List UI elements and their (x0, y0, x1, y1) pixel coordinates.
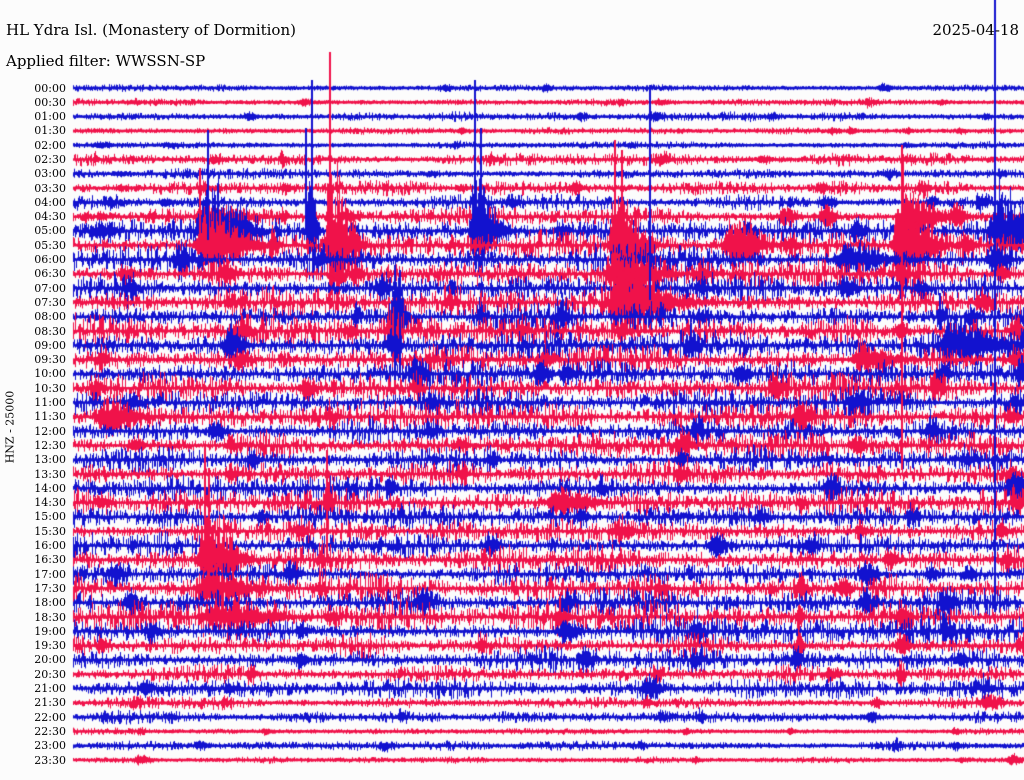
time-label: 22:00 (34, 710, 66, 724)
time-label: 20:00 (34, 653, 66, 667)
time-label: 13:00 (34, 453, 66, 467)
time-label: 15:30 (34, 524, 66, 538)
date-label: 2025-04-18 (932, 21, 1019, 39)
time-label: 06:00 (34, 253, 66, 267)
time-label: 11:00 (34, 396, 66, 410)
time-label: 04:00 (34, 195, 66, 209)
time-label: 18:30 (34, 610, 66, 624)
time-label: 19:00 (34, 624, 66, 638)
time-label: 05:00 (34, 224, 66, 238)
time-label: 01:30 (34, 124, 66, 138)
time-label: 02:00 (34, 138, 66, 152)
time-label: 16:30 (34, 553, 66, 567)
time-label: 18:00 (34, 596, 66, 610)
time-label: 12:30 (34, 438, 66, 452)
time-label: 09:30 (34, 353, 66, 367)
time-label: 19:30 (34, 639, 66, 653)
time-label: 23:00 (34, 739, 66, 753)
time-label: 08:30 (34, 324, 66, 338)
time-label: 12:00 (34, 424, 66, 438)
time-label: 03:30 (34, 181, 66, 195)
time-label: 17:00 (34, 567, 66, 581)
time-label: 07:00 (34, 281, 66, 295)
time-label: 16:00 (34, 539, 66, 553)
time-label: 13:30 (34, 467, 66, 481)
time-label: 23:30 (34, 753, 66, 767)
time-label: 06:30 (34, 267, 66, 281)
time-label: 14:00 (34, 481, 66, 495)
time-label: 04:30 (34, 210, 66, 224)
time-label: 15:00 (34, 510, 66, 524)
time-label: 21:30 (34, 696, 66, 710)
station-title: HL Ydra Isl. (Monastery of Dormition) (6, 21, 296, 39)
time-label: 17:30 (34, 581, 66, 595)
time-label: 05:30 (34, 238, 66, 252)
time-label: 22:30 (34, 724, 66, 738)
filter-label: Applied filter: WWSSN-SP (6, 52, 206, 70)
time-label: 07:30 (34, 295, 66, 309)
time-label: 01:00 (34, 110, 66, 124)
time-label: 14:30 (34, 496, 66, 510)
time-label: 03:00 (34, 167, 66, 181)
time-label: 11:30 (34, 410, 66, 424)
time-label: 02:30 (34, 152, 66, 166)
time-label: 21:00 (34, 682, 66, 696)
time-label: 08:00 (34, 310, 66, 324)
time-label: 20:30 (34, 667, 66, 681)
time-label: 10:00 (34, 367, 66, 381)
time-label: 00:00 (34, 81, 66, 95)
time-label: 00:30 (34, 95, 66, 109)
time-label: 10:30 (34, 381, 66, 395)
time-label: 09:00 (34, 338, 66, 352)
